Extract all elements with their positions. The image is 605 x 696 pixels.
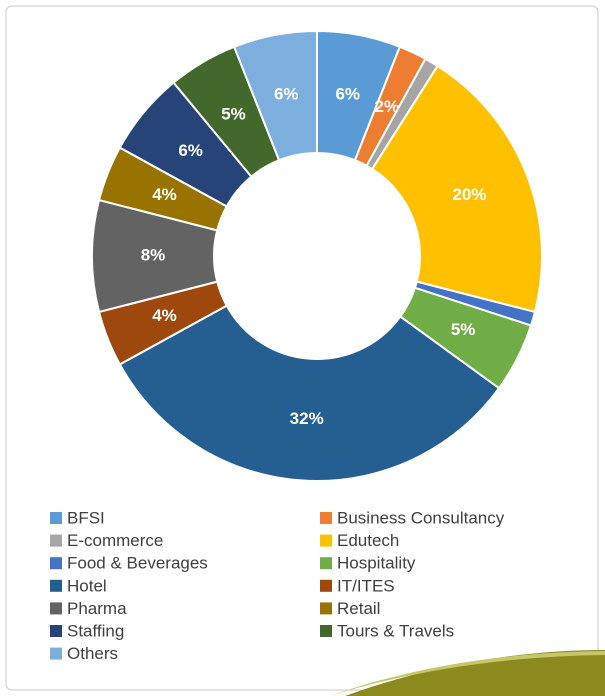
legend-swatch (320, 625, 332, 637)
legend-label: Tours & Travels (337, 621, 454, 640)
data-label: 8% (141, 245, 166, 264)
legend-swatch (50, 579, 62, 592)
slice (118, 304, 501, 482)
legend-swatch (50, 647, 62, 660)
data-label: 5% (451, 320, 476, 339)
legend-label: Edutech (337, 531, 399, 550)
legend-label: BFSI (67, 508, 105, 527)
legend-swatch (320, 534, 332, 547)
decor-swoosh (345, 650, 605, 696)
data-label: 5% (221, 104, 246, 123)
legend-label: Pharma (67, 599, 127, 618)
legend-swatch (320, 602, 332, 615)
legend-swatch (320, 579, 332, 592)
legend-swatch (50, 534, 62, 547)
legend-label: Staffing (67, 621, 124, 640)
data-label: 6% (335, 84, 360, 103)
slice (370, 64, 543, 314)
data-label: 32% (290, 409, 324, 428)
legend-swatch (50, 557, 62, 570)
data-label: 4% (152, 306, 177, 325)
legend-swatch (50, 512, 62, 524)
legend-swatch (50, 625, 62, 637)
data-label: 20% (452, 185, 486, 204)
data-label: 6% (274, 84, 299, 103)
legend-label: IT/ITES (337, 576, 395, 595)
legend-label: Retail (337, 599, 380, 618)
data-label: 2% (375, 97, 400, 116)
legend-label: Business Consultancy (337, 508, 505, 527)
legend-label: Hotel (67, 576, 107, 595)
legend-label: Hospitality (337, 554, 416, 573)
legend-label: E-commerce (67, 531, 163, 550)
legend-label: Food & Beverages (67, 554, 208, 573)
decor-swoosh-light (330, 651, 605, 696)
legend-swatch (320, 512, 332, 524)
data-label: 4% (152, 185, 177, 204)
legend-swatch (320, 557, 332, 570)
legend-label: Others (67, 644, 118, 663)
legend-swatch (50, 602, 62, 615)
slice (232, 29, 318, 162)
data-label: 6% (178, 141, 203, 160)
